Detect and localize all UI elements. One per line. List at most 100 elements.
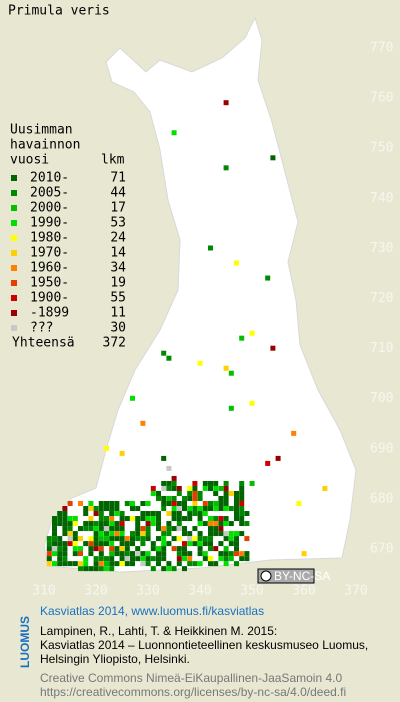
observation-square (46, 536, 52, 542)
observation-square (156, 521, 161, 527)
observation-square (114, 526, 120, 532)
observation-square (145, 551, 151, 557)
observation-square (57, 536, 63, 542)
observation-square (161, 455, 167, 461)
observation-square (197, 516, 203, 522)
observation-square (109, 536, 115, 542)
x-grid-label: 310 (32, 584, 55, 599)
observation-square (166, 541, 172, 547)
observation-square (171, 536, 177, 542)
observation-square (161, 526, 167, 532)
legend-label: 1960- (30, 261, 69, 276)
observation-square (171, 511, 177, 517)
legend-count: 24 (110, 231, 126, 246)
observation-square (208, 561, 213, 567)
observation-square (78, 526, 83, 532)
observation-square (192, 485, 198, 491)
observation-square (150, 546, 156, 552)
observation-square (228, 405, 234, 411)
observation-square (119, 450, 125, 456)
legend: 2010- 71 2005- 44 2000- 17 1990- 53 1980- 24 1970-… (11, 171, 126, 351)
observation-square (213, 521, 219, 527)
observation-square (223, 485, 229, 491)
observation-square (104, 566, 109, 572)
observation-square (171, 485, 177, 491)
observation-square (156, 536, 161, 542)
observation-square (83, 541, 89, 547)
observation-square (223, 531, 229, 537)
observation-square (62, 531, 68, 537)
y-grid-label: 690 (370, 441, 393, 456)
observation-square (46, 541, 52, 547)
y-grid-label: 710 (370, 341, 393, 356)
observation-square (109, 546, 115, 552)
y-grid-label: 750 (370, 141, 393, 156)
observation-square (213, 506, 219, 512)
observation-square (218, 516, 224, 522)
observation-square (182, 501, 187, 506)
observation-square (197, 506, 203, 512)
observation-square (119, 546, 125, 552)
observation-square (192, 506, 198, 512)
observation-square (88, 546, 94, 552)
observation-square (124, 516, 130, 522)
observation-square (187, 541, 193, 547)
observation-square (187, 511, 193, 517)
observation-square (67, 541, 73, 547)
observation-square (223, 546, 229, 552)
observation-square (161, 501, 167, 506)
observation-square (124, 536, 130, 542)
badge-box (257, 568, 315, 584)
observation-square (140, 531, 146, 537)
legend-swatch (11, 325, 17, 331)
observation-square (161, 350, 167, 356)
observation-square (223, 506, 229, 512)
observation-square (270, 155, 276, 161)
observation-square (161, 566, 167, 572)
observation-square (249, 400, 255, 406)
legend-count-heading: lkm (101, 153, 125, 168)
observation-square (176, 536, 182, 542)
observation-square (62, 516, 68, 522)
observation-square (197, 360, 203, 366)
observation-square (156, 516, 161, 522)
observation-square (150, 511, 156, 517)
observation-square (197, 536, 203, 542)
species-title: Primula veris (8, 4, 110, 19)
luomus-logo: LUOMUS (18, 616, 32, 668)
observation-square (171, 526, 177, 532)
observation-square (176, 526, 182, 532)
observation-square (166, 485, 172, 491)
observation-square (109, 561, 115, 567)
observation-square (88, 521, 94, 527)
observation-square (187, 516, 193, 522)
observation-square (213, 526, 219, 532)
observation-square (218, 521, 224, 527)
observation-square (67, 531, 73, 537)
observation-square (187, 485, 193, 491)
observation-square (223, 556, 229, 562)
observation-square (176, 546, 182, 552)
observation-square (208, 536, 213, 542)
y-grid-label: 700 (370, 391, 393, 406)
observation-square (119, 551, 125, 557)
observation-square (234, 561, 239, 567)
observation-square (156, 551, 161, 557)
observation-square (130, 516, 135, 522)
observation-square (52, 536, 57, 542)
observation-square (119, 541, 125, 547)
observation-square (62, 506, 68, 512)
observation-square (130, 506, 135, 512)
atlas-link[interactable]: Kasviatlas 2014, www.luomus.fi/kasviatla… (40, 604, 264, 618)
observation-square (150, 521, 156, 527)
observation-square (228, 490, 234, 496)
observation-square (140, 541, 146, 547)
observation-square (109, 521, 115, 527)
observation-square (156, 556, 161, 562)
observation-square (213, 501, 219, 506)
observation-square (161, 485, 167, 491)
license-url[interactable]: https://creativecommons.org/licenses/by-… (40, 685, 346, 699)
observation-square (218, 495, 224, 501)
observation-square (166, 465, 172, 471)
